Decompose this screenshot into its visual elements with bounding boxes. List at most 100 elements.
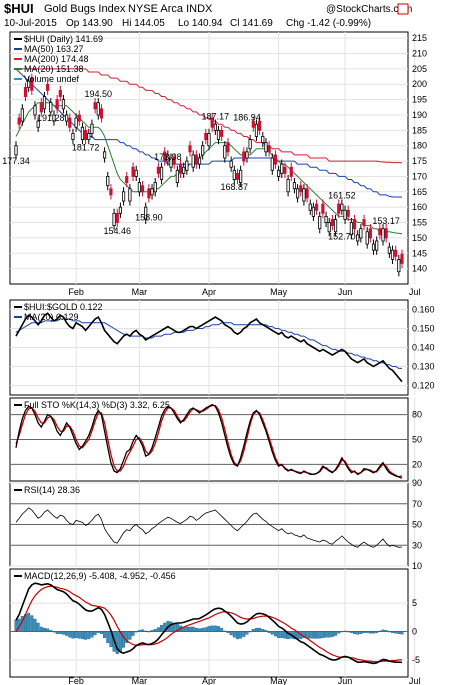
y-tick-label: 140 [412,264,427,274]
candle-body [30,77,34,91]
y-tick-label: 0.160 [412,305,435,315]
candle-body [232,169,236,180]
macd-histogram-bar [213,625,217,632]
candle-body [340,203,344,211]
y-tick-label: 0.150 [412,324,435,334]
macd-histogram-bar [362,631,366,633]
legend-entry: MA(20) 151.38 [24,64,84,74]
y-tick-label: 0.120 [412,381,435,391]
candle-body [327,222,331,233]
macd-histogram-bar [397,631,401,634]
y-tick-label: 190 [412,110,427,120]
candle-body [14,145,18,156]
macd-histogram-bar [324,631,328,638]
y-tick-label: -5 [412,655,420,665]
price-annotation: 173.98 [154,152,182,162]
candle-body [39,102,43,113]
watermark: @StockCharts.com [326,4,412,15]
candle-body [365,231,369,245]
macd-histogram-bar [378,630,382,632]
legend-entry: $HUI (Daily) 141.69 [24,34,103,44]
macd-histogram-bar [150,630,154,632]
macd-histogram-bar [216,626,220,632]
macd-histogram-bar [103,631,107,638]
price-annotation: 161.52 [328,190,356,200]
macd-histogram-bar [160,625,164,632]
legend-entry: MACD(12,26,9) -5.408, -4.952, -0.456 [24,571,176,581]
macd-histogram-bar [277,631,281,638]
x-month-label: Feb [68,676,84,685]
y-tick-label: 205 [412,64,427,74]
legend-entry: MA(200) 174.48 [24,54,89,64]
low: Lo 140.94 [178,18,223,29]
macd-histogram-bar [346,631,350,633]
macd-histogram-bar [125,631,129,644]
macd-histogram-bar [308,631,312,639]
macd-histogram-bar [327,631,331,638]
macd-histogram-bar [131,631,135,636]
macd-line [15,582,403,665]
candle-body [394,249,398,257]
macd-histogram-bar [33,618,37,632]
candle-body [93,102,97,110]
x-month-label: Apr [202,676,216,685]
candle-body [308,203,312,211]
macd-histogram-bar [46,628,50,632]
y-tick-label: 160 [412,202,427,212]
candle-body [305,188,309,199]
x-month-label: Mar [132,287,148,297]
macd-histogram-bar [340,631,344,633]
candle-body [311,206,316,217]
price-annotation: 153.17 [372,216,400,226]
candle-body [292,182,297,190]
price-annotation: 186.94 [233,112,261,122]
candle-body [106,176,110,187]
macd-histogram-bar [315,631,319,639]
y-tick-label: 50 [412,435,422,445]
macd-histogram-bar [251,629,255,632]
macd-histogram-bar [52,631,56,633]
candle-body [283,166,287,174]
macd-histogram-bar [235,631,239,640]
y-tick-label: 0.140 [412,343,435,353]
x-month-label: Jun [338,287,353,297]
candle-body [362,219,366,227]
candle-body [216,129,221,140]
candle-body [201,145,205,156]
candle-body [277,169,281,177]
candle-body [397,259,401,273]
price-annotation: 158.90 [135,213,163,223]
macd-histogram-bar [49,630,53,632]
macd-histogram-bar [153,629,157,632]
macd-histogram-bar [261,629,265,632]
candle-body [295,188,300,199]
legend-entry: MA(50) 163.27 [24,44,84,54]
candle-body [378,228,382,236]
macd-histogram-bar [384,630,388,632]
rsi-line [15,507,403,548]
macd-histogram-bar [74,631,78,638]
macd-histogram-bar [210,625,214,632]
macd-histogram-bar [375,631,379,633]
candle-body [226,142,230,153]
candle-body [368,228,372,239]
candle-body [273,154,278,165]
candle-body [153,182,157,193]
macd-histogram-bar [334,631,338,636]
candle-body [207,133,211,147]
candle-body [333,219,338,233]
macd-histogram-bar [318,631,322,639]
stoch-k-line [15,403,403,479]
y-tick-label: 155 [412,218,427,228]
macd-histogram-bar [368,631,372,634]
candle-body [115,212,119,223]
candle-body [264,142,268,153]
candle-body [84,129,88,140]
price-annotation: 191.28 [37,113,65,123]
candle-body [102,151,107,159]
candle-body [197,157,202,165]
candle-body [314,203,319,211]
candle-body [42,96,47,110]
candle-body [147,188,151,199]
up-arrow-icon [397,3,409,15]
